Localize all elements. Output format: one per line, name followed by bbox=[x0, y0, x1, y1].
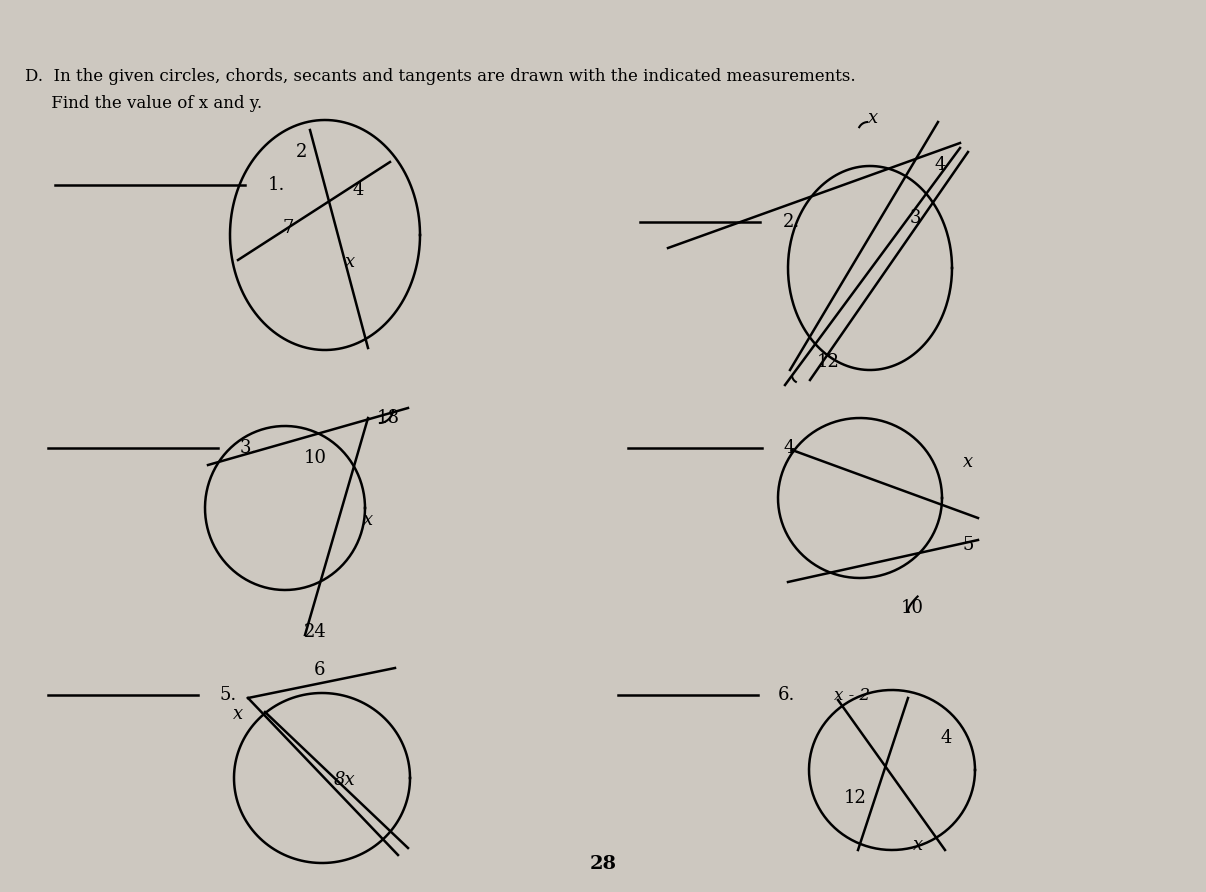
Text: 12: 12 bbox=[843, 789, 866, 807]
Text: 4: 4 bbox=[352, 181, 364, 199]
Text: 10: 10 bbox=[901, 599, 924, 617]
Text: 10: 10 bbox=[304, 449, 327, 467]
Text: 18: 18 bbox=[376, 409, 399, 427]
Text: x: x bbox=[913, 836, 923, 854]
Text: 7: 7 bbox=[282, 219, 294, 237]
Text: x: x bbox=[962, 453, 973, 471]
Text: 5: 5 bbox=[962, 536, 973, 554]
Text: 28: 28 bbox=[590, 855, 616, 873]
Text: 1.: 1. bbox=[268, 176, 286, 194]
Text: x: x bbox=[363, 511, 373, 529]
Text: 6.: 6. bbox=[778, 686, 796, 704]
Text: 3.: 3. bbox=[240, 439, 257, 457]
Text: 5.: 5. bbox=[219, 686, 238, 704]
Text: x - 2: x - 2 bbox=[833, 687, 870, 704]
Text: 4: 4 bbox=[941, 729, 952, 747]
Text: 24: 24 bbox=[304, 623, 327, 641]
Text: 12: 12 bbox=[816, 353, 839, 371]
Text: 3: 3 bbox=[909, 209, 920, 227]
Text: x: x bbox=[233, 705, 244, 723]
Text: x: x bbox=[345, 253, 355, 271]
Text: 6: 6 bbox=[315, 661, 326, 679]
Text: Find the value of x and y.: Find the value of x and y. bbox=[25, 95, 262, 112]
Text: 4.: 4. bbox=[784, 439, 801, 457]
Text: 2: 2 bbox=[297, 143, 308, 161]
Text: 2.: 2. bbox=[783, 213, 801, 231]
Text: 8x: 8x bbox=[334, 771, 356, 789]
Text: 4: 4 bbox=[935, 156, 946, 174]
Text: D.  In the given circles, chords, secants and tangents are drawn with the indica: D. In the given circles, chords, secants… bbox=[25, 68, 855, 85]
Text: x: x bbox=[868, 109, 878, 127]
